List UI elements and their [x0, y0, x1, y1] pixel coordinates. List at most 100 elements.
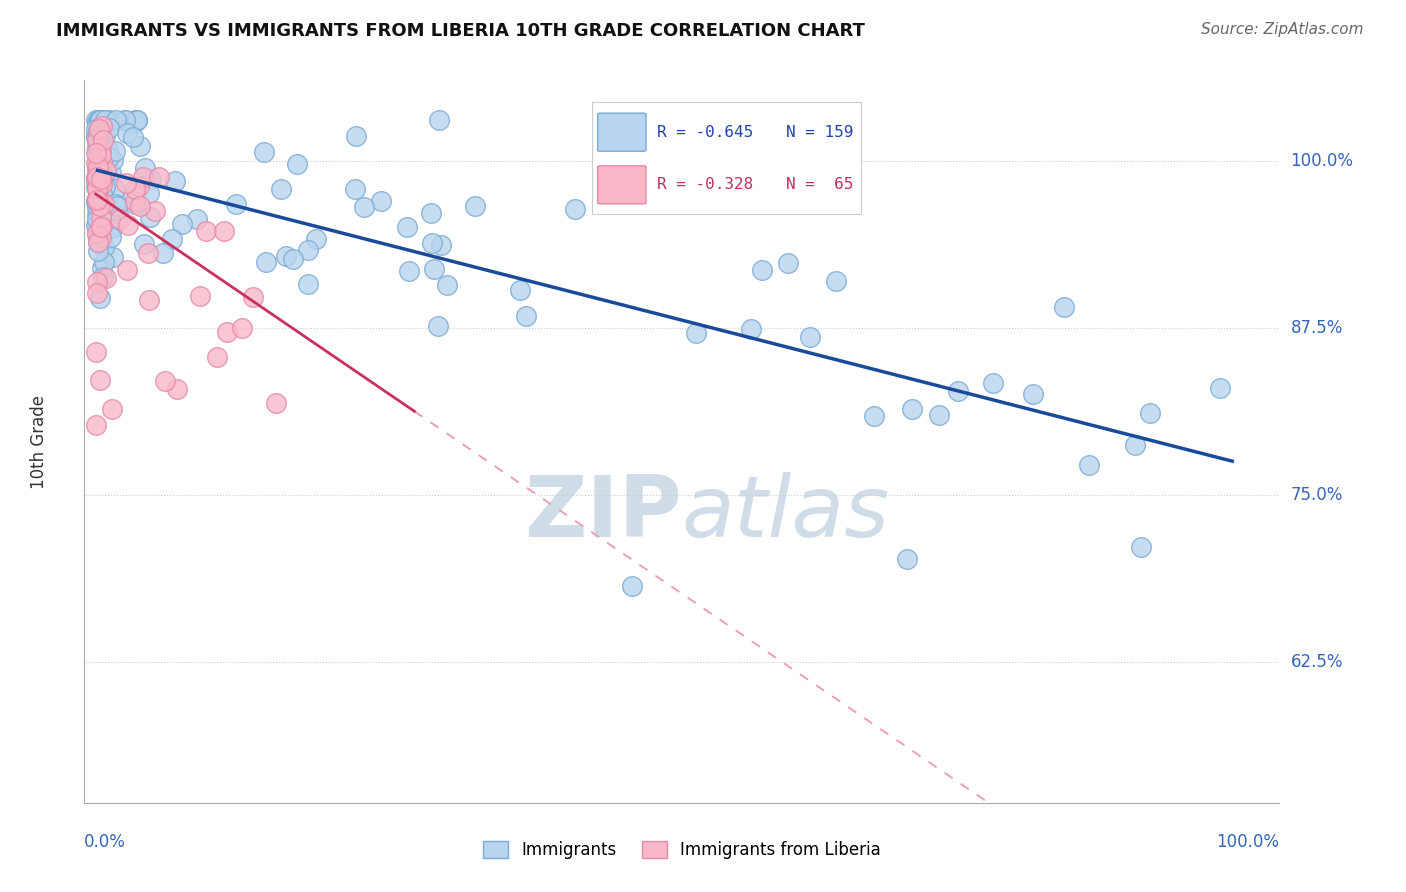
Point [127, 113, 149, 128]
Point [87, 113, 110, 128]
Point [86, 286, 108, 301]
Point [89, 113, 111, 128]
Point [124, 114, 146, 128]
Point [90, 143, 112, 157]
Point [1129, 541, 1152, 555]
Point [86, 145, 108, 160]
Point [90, 165, 112, 179]
Point [305, 231, 328, 245]
Point [423, 262, 446, 277]
Point [86, 207, 108, 221]
Point [778, 256, 800, 270]
Point [89, 199, 111, 213]
Point [86, 200, 108, 214]
Point [86, 194, 108, 208]
Point [122, 129, 145, 144]
Point [87, 179, 110, 194]
Point [370, 194, 392, 208]
Point [564, 202, 586, 216]
Point [285, 157, 308, 171]
Point [426, 319, 449, 334]
Point [90, 122, 112, 136]
Point [105, 198, 128, 212]
Point [86, 139, 108, 153]
Point [129, 199, 152, 213]
Point [84, 170, 107, 185]
Point [97, 143, 120, 157]
Point [1209, 380, 1232, 394]
Point [825, 274, 848, 288]
Point [86, 169, 108, 184]
Point [398, 264, 420, 278]
Point [104, 113, 127, 128]
Point [186, 211, 208, 226]
Point [93, 196, 115, 211]
Point [138, 293, 160, 308]
Point [86, 211, 108, 226]
Point [948, 384, 970, 399]
Point [86, 181, 108, 195]
Point [270, 181, 292, 195]
Point [93, 254, 115, 268]
Point [430, 238, 453, 252]
Point [87, 161, 110, 176]
Point [1139, 406, 1161, 420]
Point [225, 197, 247, 211]
Point [509, 283, 531, 297]
Point [87, 171, 110, 186]
Point [86, 133, 108, 147]
Point [124, 196, 146, 211]
Point [91, 177, 114, 191]
Point [86, 153, 108, 167]
Point [89, 291, 111, 305]
Point [114, 176, 136, 190]
Point [274, 249, 297, 263]
Point [91, 151, 114, 165]
Point [101, 250, 124, 264]
Point [86, 179, 108, 194]
Point [84, 128, 107, 143]
Point [89, 140, 111, 154]
Point [86, 180, 108, 194]
Text: 0.0%: 0.0% [84, 833, 127, 851]
Point [101, 153, 124, 167]
Point [90, 172, 112, 186]
Point [124, 194, 146, 209]
Point [87, 180, 110, 194]
Point [97, 121, 120, 136]
Point [97, 113, 120, 128]
Point [86, 191, 108, 205]
Point [900, 401, 922, 416]
Point [87, 235, 110, 249]
Point [212, 223, 235, 237]
Point [896, 552, 918, 566]
Point [87, 125, 110, 139]
Point [87, 178, 110, 193]
Point [136, 246, 159, 260]
Point [89, 177, 111, 191]
Point [86, 227, 108, 241]
Point [93, 129, 115, 144]
Point [621, 579, 644, 593]
Point [101, 402, 124, 417]
Point [215, 325, 238, 339]
Point [139, 210, 162, 224]
Point [90, 125, 112, 139]
Point [89, 113, 111, 128]
Point [90, 210, 112, 224]
Point [281, 252, 304, 266]
Point [90, 163, 112, 178]
Point [114, 113, 136, 128]
Point [91, 154, 114, 169]
Point [87, 122, 110, 136]
Point [87, 136, 110, 151]
Point [114, 113, 136, 128]
Legend: Immigrants, Immigrants from Liberia: Immigrants, Immigrants from Liberia [484, 841, 880, 860]
Point [86, 194, 108, 209]
Point [98, 211, 121, 226]
Point [1123, 438, 1146, 452]
Point [396, 219, 419, 234]
Point [132, 169, 155, 184]
Point [87, 235, 110, 249]
Point [297, 277, 319, 291]
